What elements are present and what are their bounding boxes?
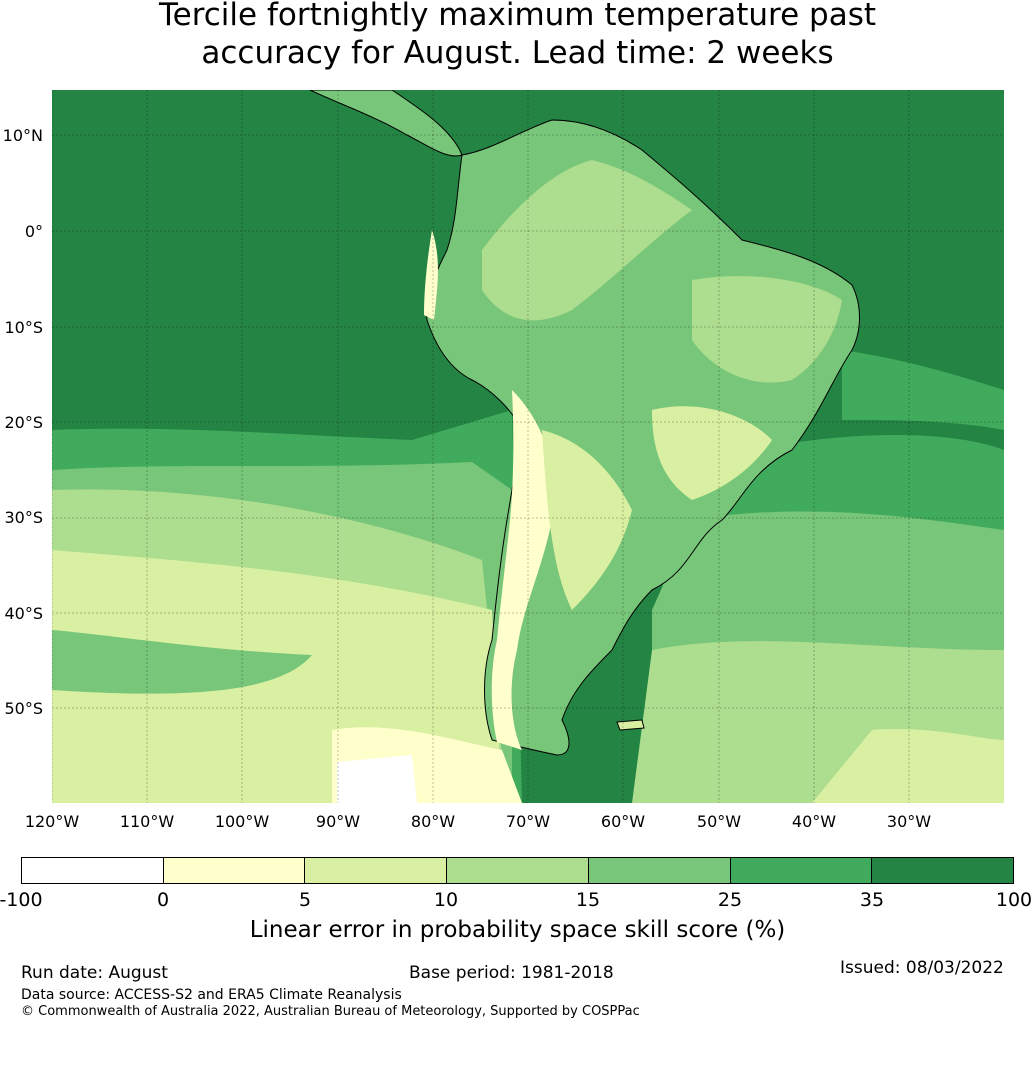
pacific-patch-15-25 xyxy=(52,630,312,694)
lon-label-40w: 40°W xyxy=(791,812,837,831)
central-america xyxy=(309,90,463,157)
colorbar-tick: 100 xyxy=(995,889,1033,911)
atlantic-high xyxy=(752,90,1004,420)
lon-label-100w: 100°W xyxy=(214,812,270,831)
andes-strip-0-5 xyxy=(491,390,555,750)
colorbar-tick: 25 xyxy=(717,889,743,911)
southern-patch-negative xyxy=(337,755,417,803)
colorbar-segment xyxy=(872,858,1014,883)
lon-label-60w: 60°W xyxy=(600,812,646,831)
colorbar-tick: 35 xyxy=(859,889,885,911)
south-atlantic-5-10 xyxy=(812,728,1004,803)
brazil-south-5-10 xyxy=(652,406,772,500)
map-title: Tercile fortnightly maximum temperature … xyxy=(0,0,1035,72)
amazon-10-15 xyxy=(482,160,692,321)
base-period: Base period: 1981-2018 xyxy=(409,963,614,983)
lon-label-90w: 90°W xyxy=(315,812,361,831)
colorbar-segment xyxy=(730,858,873,883)
colorbar xyxy=(21,857,1014,884)
copyright: © Commonwealth of Australia 2022, Austra… xyxy=(21,1004,640,1019)
colorbar-tick: 15 xyxy=(575,889,601,911)
issued-date: Issued: 08/03/2022 xyxy=(840,958,1004,978)
skill-map-graphic xyxy=(52,90,1004,803)
colorbar-segment xyxy=(163,858,306,883)
colorbar-segment xyxy=(22,858,164,883)
lat-label-10s: 10°S xyxy=(4,318,43,337)
colorbar-tick: 0 xyxy=(156,889,170,911)
lon-label-80w: 80°W xyxy=(410,812,456,831)
brazil-interior-10-15 xyxy=(692,276,842,383)
colorbar-segment xyxy=(447,858,589,883)
lon-label-110w: 110°W xyxy=(119,812,175,831)
data-source: Data source: ACCESS-S2 and ERA5 Climate … xyxy=(21,987,402,1003)
colorbar-tick: 5 xyxy=(298,889,312,911)
colorbar-label: Linear error in probability space skill … xyxy=(249,917,786,943)
lon-label-50w: 50°W xyxy=(696,812,742,831)
graticule xyxy=(52,90,1004,803)
interior-5-10 xyxy=(542,430,632,610)
lon-label-120w: 120°W xyxy=(24,812,80,831)
coastal-strip-0-5 xyxy=(424,230,438,320)
lon-label-30w: 30°W xyxy=(886,812,932,831)
colorbar-tick: -100 xyxy=(0,889,43,911)
lat-label-40s: 40°S xyxy=(4,604,43,623)
colorbar-segment xyxy=(305,858,448,883)
title-line-2: accuracy for August. Lead time: 2 weeks xyxy=(201,35,834,71)
lat-label-20s: 20°S xyxy=(4,413,43,432)
title-line-1: Tercile fortnightly maximum temperature … xyxy=(158,0,877,33)
falklands xyxy=(616,719,645,731)
run-date: Run date: August xyxy=(21,963,168,983)
colorbar-segment xyxy=(588,858,731,883)
lat-label-30s: 30°S xyxy=(4,508,43,527)
lon-label-70w: 70°W xyxy=(505,812,551,831)
skill-map xyxy=(52,90,1004,803)
colorbar-tick: 10 xyxy=(433,889,459,911)
atlantic-band-25-35 xyxy=(842,350,1004,430)
lat-label-10n: 10°N xyxy=(2,126,43,145)
lat-label-0: 0° xyxy=(24,222,43,241)
lat-label-50s: 50°S xyxy=(4,699,43,718)
